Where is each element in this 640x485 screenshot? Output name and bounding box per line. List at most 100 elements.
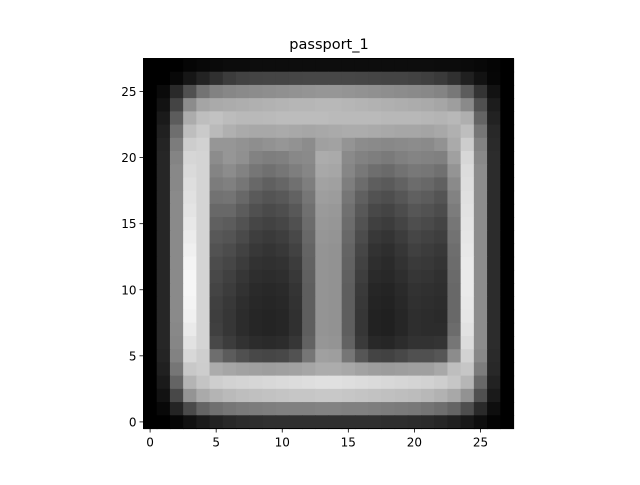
heatmap-cell: [236, 203, 250, 218]
heatmap-cell: [354, 190, 369, 205]
heatmap-cell: [394, 111, 409, 126]
heatmap-cell: [354, 309, 369, 324]
heatmap-cell: [196, 190, 211, 205]
heatmap-cell: [249, 71, 264, 86]
heatmap-cell: [183, 124, 197, 139]
heatmap-cell: [302, 111, 316, 126]
heatmap-cell: [302, 296, 316, 311]
heatmap-cell: [460, 336, 475, 350]
heatmap-cell: [143, 203, 158, 218]
heatmap-cell: [315, 388, 330, 403]
heatmap-cell: [288, 415, 303, 430]
heatmap-cell: [421, 137, 435, 152]
heatmap-cell: [262, 124, 277, 139]
heatmap-cell: [262, 349, 277, 364]
heatmap-cell: [407, 243, 422, 258]
heatmap-cell: [275, 362, 290, 377]
heatmap-cell: [236, 84, 250, 99]
heatmap-cell: [328, 336, 343, 350]
heatmap-cell: [196, 283, 211, 297]
heatmap-cell: [473, 415, 488, 430]
heatmap-cell: [434, 98, 449, 112]
heatmap-cell: [447, 58, 462, 73]
heatmap-cell: [368, 151, 382, 165]
heatmap-cell: [447, 217, 462, 231]
heatmap-cell: [288, 124, 303, 139]
heatmap-cell: [460, 151, 475, 165]
heatmap-cell: [381, 151, 396, 165]
heatmap-cell: [381, 336, 396, 350]
heatmap-cell: [434, 283, 449, 297]
heatmap-cell: [209, 217, 224, 231]
heatmap-cell: [156, 283, 171, 297]
heatmap-cell: [288, 309, 303, 324]
heatmap-cell: [249, 322, 264, 337]
heatmap-cell: [302, 322, 316, 337]
heatmap-cell: [196, 230, 211, 245]
heatmap-cell: [249, 256, 264, 271]
heatmap-cell: [262, 309, 277, 324]
heatmap-cell: [288, 203, 303, 218]
heatmap-cell: [328, 58, 343, 73]
heatmap-cell: [236, 124, 250, 139]
heatmap-cell: [302, 177, 316, 192]
heatmap-cell: [487, 375, 501, 390]
heatmap-cell: [156, 336, 171, 350]
heatmap-cell: [421, 375, 435, 390]
heatmap-cell: [473, 230, 488, 245]
heatmap-cell: [262, 362, 277, 377]
heatmap-cell: [262, 190, 277, 205]
heatmap-cell: [315, 362, 330, 377]
heatmap-cell: [368, 137, 382, 152]
heatmap-cell: [169, 151, 184, 165]
heatmap-cell: [381, 58, 396, 73]
heatmap-cell: [209, 98, 224, 112]
heatmap-cell: [183, 84, 197, 99]
heatmap-cell: [500, 151, 515, 165]
heatmap-cell: [143, 124, 158, 139]
heatmap-cell: [341, 164, 356, 179]
heatmap-cell: [460, 98, 475, 112]
heatmap-cell: [434, 151, 449, 165]
heatmap-cell: [460, 362, 475, 377]
heatmap-cell: [407, 217, 422, 231]
heatmap-cell: [354, 203, 369, 218]
heatmap-cell: [421, 402, 435, 416]
heatmap-cell: [183, 415, 197, 430]
heatmap-cell: [209, 415, 224, 430]
heatmap-cell: [156, 362, 171, 377]
heatmap-cell: [196, 217, 211, 231]
heatmap-cell: [236, 164, 250, 179]
heatmap-cell: [421, 111, 435, 126]
heatmap-cell: [460, 309, 475, 324]
heatmap-cell: [249, 362, 264, 377]
heatmap-cell: [354, 243, 369, 258]
heatmap-cell: [487, 84, 501, 99]
heatmap-cell: [249, 98, 264, 112]
heatmap-cell: [222, 322, 237, 337]
heatmap-cell: [473, 336, 488, 350]
heatmap-cell: [249, 124, 264, 139]
heatmap-cell: [500, 164, 515, 179]
heatmap-cell: [500, 309, 515, 324]
heatmap-cell: [288, 283, 303, 297]
heatmap-cell: [473, 190, 488, 205]
heatmap-cell: [434, 177, 449, 192]
heatmap-cell: [143, 217, 158, 231]
heatmap-cell: [169, 402, 184, 416]
heatmap-cell: [341, 362, 356, 377]
heatmap-cell: [156, 256, 171, 271]
heatmap-cell: [500, 137, 515, 152]
heatmap-cell: [275, 296, 290, 311]
y-axis: 0 5 10 15 20 25: [121, 85, 144, 429]
heatmap-cell: [473, 283, 488, 297]
heatmap-cell: [196, 111, 211, 126]
heatmap-cell: [262, 336, 277, 350]
heatmap-cell: [460, 71, 475, 86]
heatmap-cell: [222, 336, 237, 350]
heatmap-cell: [354, 71, 369, 86]
heatmap-cell: [262, 164, 277, 179]
heatmap-cell: [354, 151, 369, 165]
heatmap-cell: [236, 71, 250, 86]
heatmap-cell: [341, 177, 356, 192]
